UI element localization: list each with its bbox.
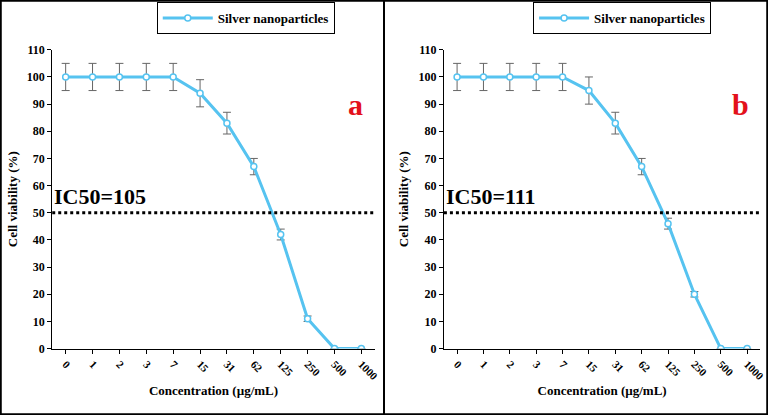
svg-text:20: 20 [425, 287, 437, 301]
svg-text:100: 100 [419, 70, 437, 84]
svg-text:Concentration (µg/mL): Concentration (µg/mL) [149, 383, 278, 398]
svg-text:110: 110 [419, 43, 436, 57]
svg-text:31: 31 [222, 358, 238, 374]
svg-text:a: a [348, 88, 363, 121]
svg-text:1000: 1000 [742, 358, 766, 382]
svg-text:125: 125 [275, 358, 296, 379]
svg-text:250: 250 [689, 358, 710, 379]
svg-text:0: 0 [452, 358, 465, 371]
svg-text:Silver nanoparticles: Silver nanoparticles [218, 11, 329, 26]
svg-text:0: 0 [39, 342, 45, 356]
svg-text:IC50=111: IC50=111 [446, 184, 536, 209]
svg-text:IC50=105: IC50=105 [54, 184, 146, 209]
svg-text:0: 0 [60, 358, 73, 371]
svg-text:0: 0 [431, 342, 437, 356]
svg-text:1000: 1000 [356, 358, 380, 382]
svg-text:3: 3 [141, 358, 154, 371]
svg-text:80: 80 [33, 124, 45, 138]
svg-text:80: 80 [425, 124, 437, 138]
svg-text:b: b [732, 88, 749, 121]
svg-text:70: 70 [33, 152, 45, 166]
svg-text:3: 3 [531, 358, 544, 371]
svg-text:50: 50 [425, 206, 437, 220]
svg-text:90: 90 [33, 97, 45, 111]
svg-text:60: 60 [425, 179, 437, 193]
svg-text:30: 30 [425, 260, 437, 274]
svg-text:100: 100 [27, 70, 45, 84]
svg-text:62: 62 [636, 358, 653, 375]
svg-text:62: 62 [249, 358, 266, 375]
svg-text:2: 2 [114, 358, 127, 371]
svg-text:10: 10 [33, 315, 45, 329]
svg-text:7: 7 [557, 358, 570, 371]
svg-text:50: 50 [33, 206, 45, 220]
svg-text:Cell viability (%): Cell viability (%) [5, 151, 20, 247]
svg-text:Concentration (µg/mL): Concentration (µg/mL) [538, 383, 667, 398]
svg-text:7: 7 [168, 358, 181, 371]
svg-text:2: 2 [505, 358, 518, 371]
svg-text:30: 30 [33, 260, 45, 274]
svg-text:15: 15 [584, 358, 601, 375]
svg-text:500: 500 [329, 358, 350, 379]
svg-text:31: 31 [610, 358, 626, 374]
svg-text:40: 40 [425, 233, 437, 247]
svg-text:500: 500 [715, 358, 736, 379]
svg-text:110: 110 [27, 43, 44, 57]
svg-text:40: 40 [33, 233, 45, 247]
svg-text:125: 125 [663, 358, 684, 379]
svg-text:1: 1 [87, 358, 99, 370]
svg-text:Cell viability (%): Cell viability (%) [396, 151, 411, 247]
svg-text:60: 60 [33, 179, 45, 193]
svg-text:250: 250 [302, 358, 323, 379]
svg-text:20: 20 [33, 287, 45, 301]
svg-text:1: 1 [478, 358, 490, 370]
svg-text:15: 15 [195, 358, 212, 375]
svg-text:10: 10 [425, 315, 437, 329]
svg-text:Silver nanoparticles: Silver nanoparticles [594, 11, 705, 26]
svg-text:90: 90 [425, 97, 437, 111]
svg-text:70: 70 [425, 152, 437, 166]
